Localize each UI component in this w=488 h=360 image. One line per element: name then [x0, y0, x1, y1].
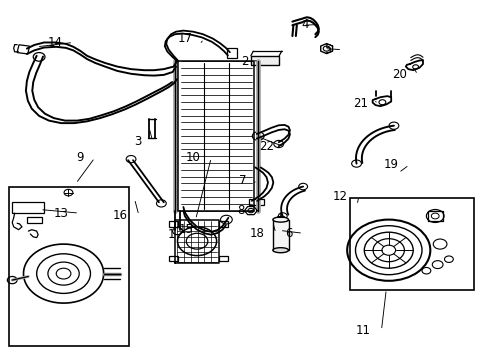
- Ellipse shape: [272, 217, 288, 222]
- Text: 17: 17: [178, 32, 193, 45]
- Text: 4: 4: [301, 18, 308, 31]
- Text: 11: 11: [355, 324, 370, 337]
- Text: 18: 18: [250, 227, 264, 240]
- Bar: [12, 202, 44, 213]
- Ellipse shape: [272, 248, 288, 253]
- Text: 6: 6: [285, 227, 292, 240]
- Text: 19: 19: [383, 158, 398, 171]
- Text: 8: 8: [237, 204, 244, 217]
- Text: 5: 5: [324, 43, 331, 56]
- Text: 3: 3: [134, 135, 142, 148]
- Bar: [9, 187, 128, 346]
- Text: 21: 21: [352, 97, 367, 110]
- Bar: [219, 221, 227, 227]
- Bar: [349, 198, 473, 290]
- Bar: [250, 56, 279, 65]
- Bar: [168, 221, 177, 227]
- Bar: [226, 48, 236, 58]
- Bar: [272, 220, 288, 250]
- Bar: [178, 61, 254, 211]
- Text: 20: 20: [391, 68, 406, 81]
- Text: 1: 1: [167, 228, 175, 241]
- Text: 15: 15: [178, 223, 193, 236]
- Text: 13: 13: [54, 207, 68, 220]
- Text: 16: 16: [113, 209, 128, 222]
- Text: 7: 7: [239, 174, 246, 187]
- Text: 10: 10: [185, 151, 200, 164]
- Text: 9: 9: [77, 151, 84, 164]
- Bar: [168, 256, 177, 261]
- Bar: [249, 199, 264, 205]
- Text: 12: 12: [332, 190, 347, 203]
- Text: 14: 14: [47, 36, 62, 49]
- Text: 22: 22: [258, 140, 273, 153]
- Text: 2: 2: [241, 55, 248, 68]
- Bar: [17, 45, 29, 54]
- Bar: [219, 256, 227, 261]
- Bar: [27, 217, 41, 223]
